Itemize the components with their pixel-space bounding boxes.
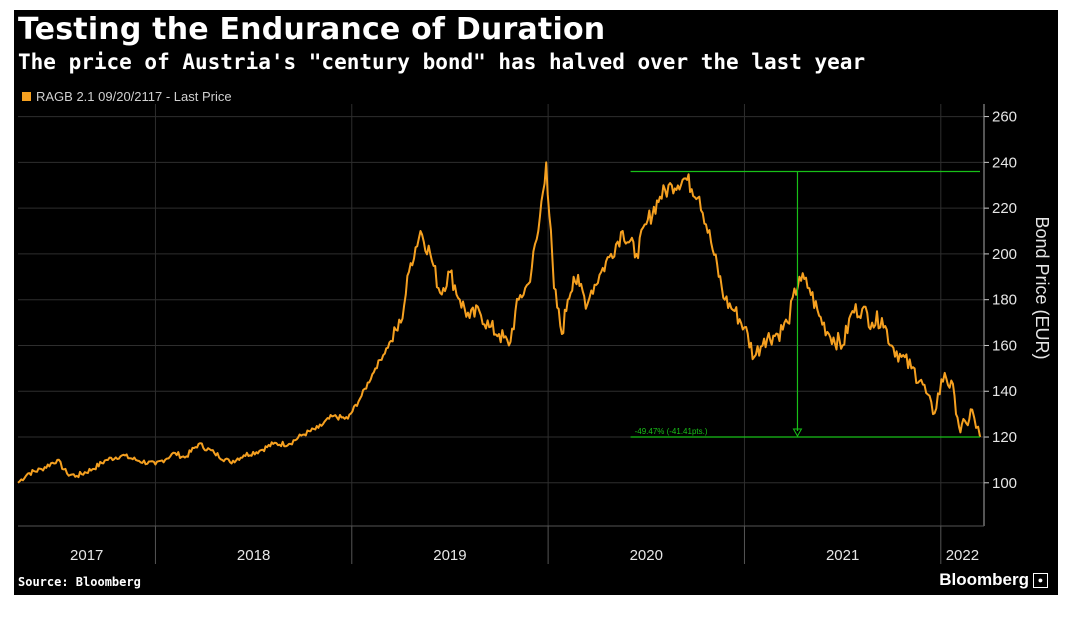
y-tick-label: 240 <box>992 154 1017 171</box>
x-tick-label: 2021 <box>826 547 859 564</box>
y-tick-label: 120 <box>992 429 1017 446</box>
y-axis-label: Bond Price (EUR) <box>1032 216 1052 359</box>
bloomberg-brand: Bloomberg ● <box>939 570 1048 590</box>
source-note: Source: Bloomberg <box>18 575 141 589</box>
x-tick-label: 2020 <box>630 547 663 564</box>
x-tick-label: 2019 <box>433 547 466 564</box>
legend-swatch <box>22 91 31 101</box>
legend-label: RAGB 2.1 09/20/2117 - Last Price <box>36 88 232 104</box>
chart-frame: Testing the Endurance of Duration The pr… <box>14 10 1058 595</box>
x-tick-label: 2018 <box>237 547 270 564</box>
price-series-line <box>17 161 982 484</box>
brand-label: Bloomberg <box>939 570 1029 589</box>
y-tick-label: 180 <box>992 292 1017 309</box>
y-tick-label: 160 <box>992 337 1017 354</box>
y-tick-label: 220 <box>992 200 1017 217</box>
x-tick-label: 2017 <box>70 547 103 564</box>
y-tick-label: 140 <box>992 383 1017 400</box>
chart-title: Testing the Endurance of Duration <box>18 12 606 47</box>
y-tick-label: 200 <box>992 246 1017 263</box>
annotation-label: -49.47% (-41.41pts.) <box>635 427 708 436</box>
x-tick-label: 2022 <box>946 547 979 564</box>
y-tick-label: 260 <box>992 109 1017 126</box>
bloomberg-logo-icon: ● <box>1033 572 1048 588</box>
legend: RAGB 2.1 09/20/2117 - Last Price <box>22 88 232 104</box>
chart-plot: 100 120 140 160 180 200 220 240 260 2017 2018 2019… <box>17 104 1052 564</box>
annotation-arrow-icon <box>792 428 803 438</box>
chart-subtitle: The price of Austria's "century bond" ha… <box>18 50 866 74</box>
y-tick-label: 100 <box>992 475 1017 492</box>
